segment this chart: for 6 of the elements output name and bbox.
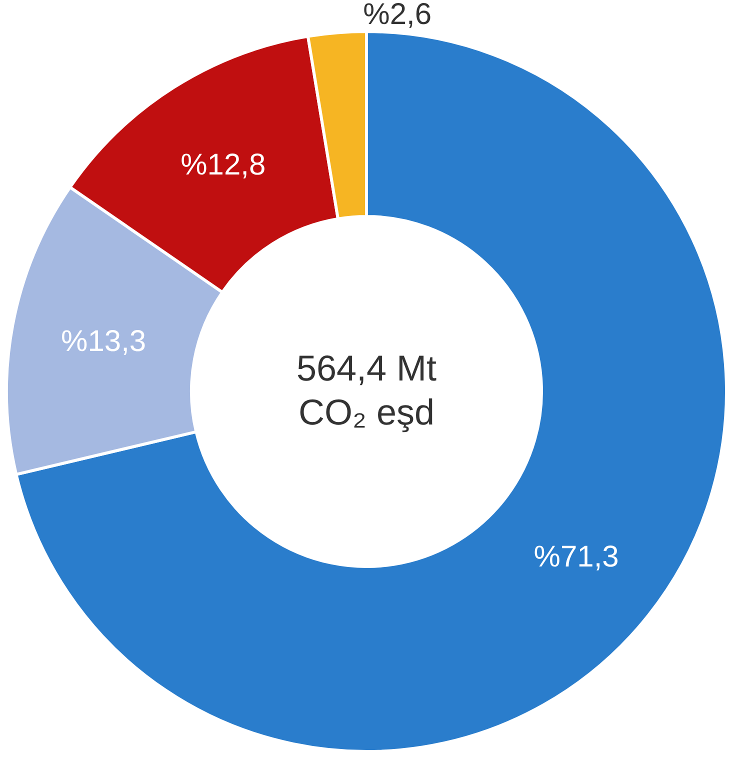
data-label: %71,3 [534,540,619,574]
text: 564,4 Mt [296,348,437,388]
data-label: %13,3 [61,325,146,358]
data-label: %12,8 [180,148,266,182]
data-label: %2,6 [363,0,432,31]
text: CO₂ eşd [298,392,435,432]
